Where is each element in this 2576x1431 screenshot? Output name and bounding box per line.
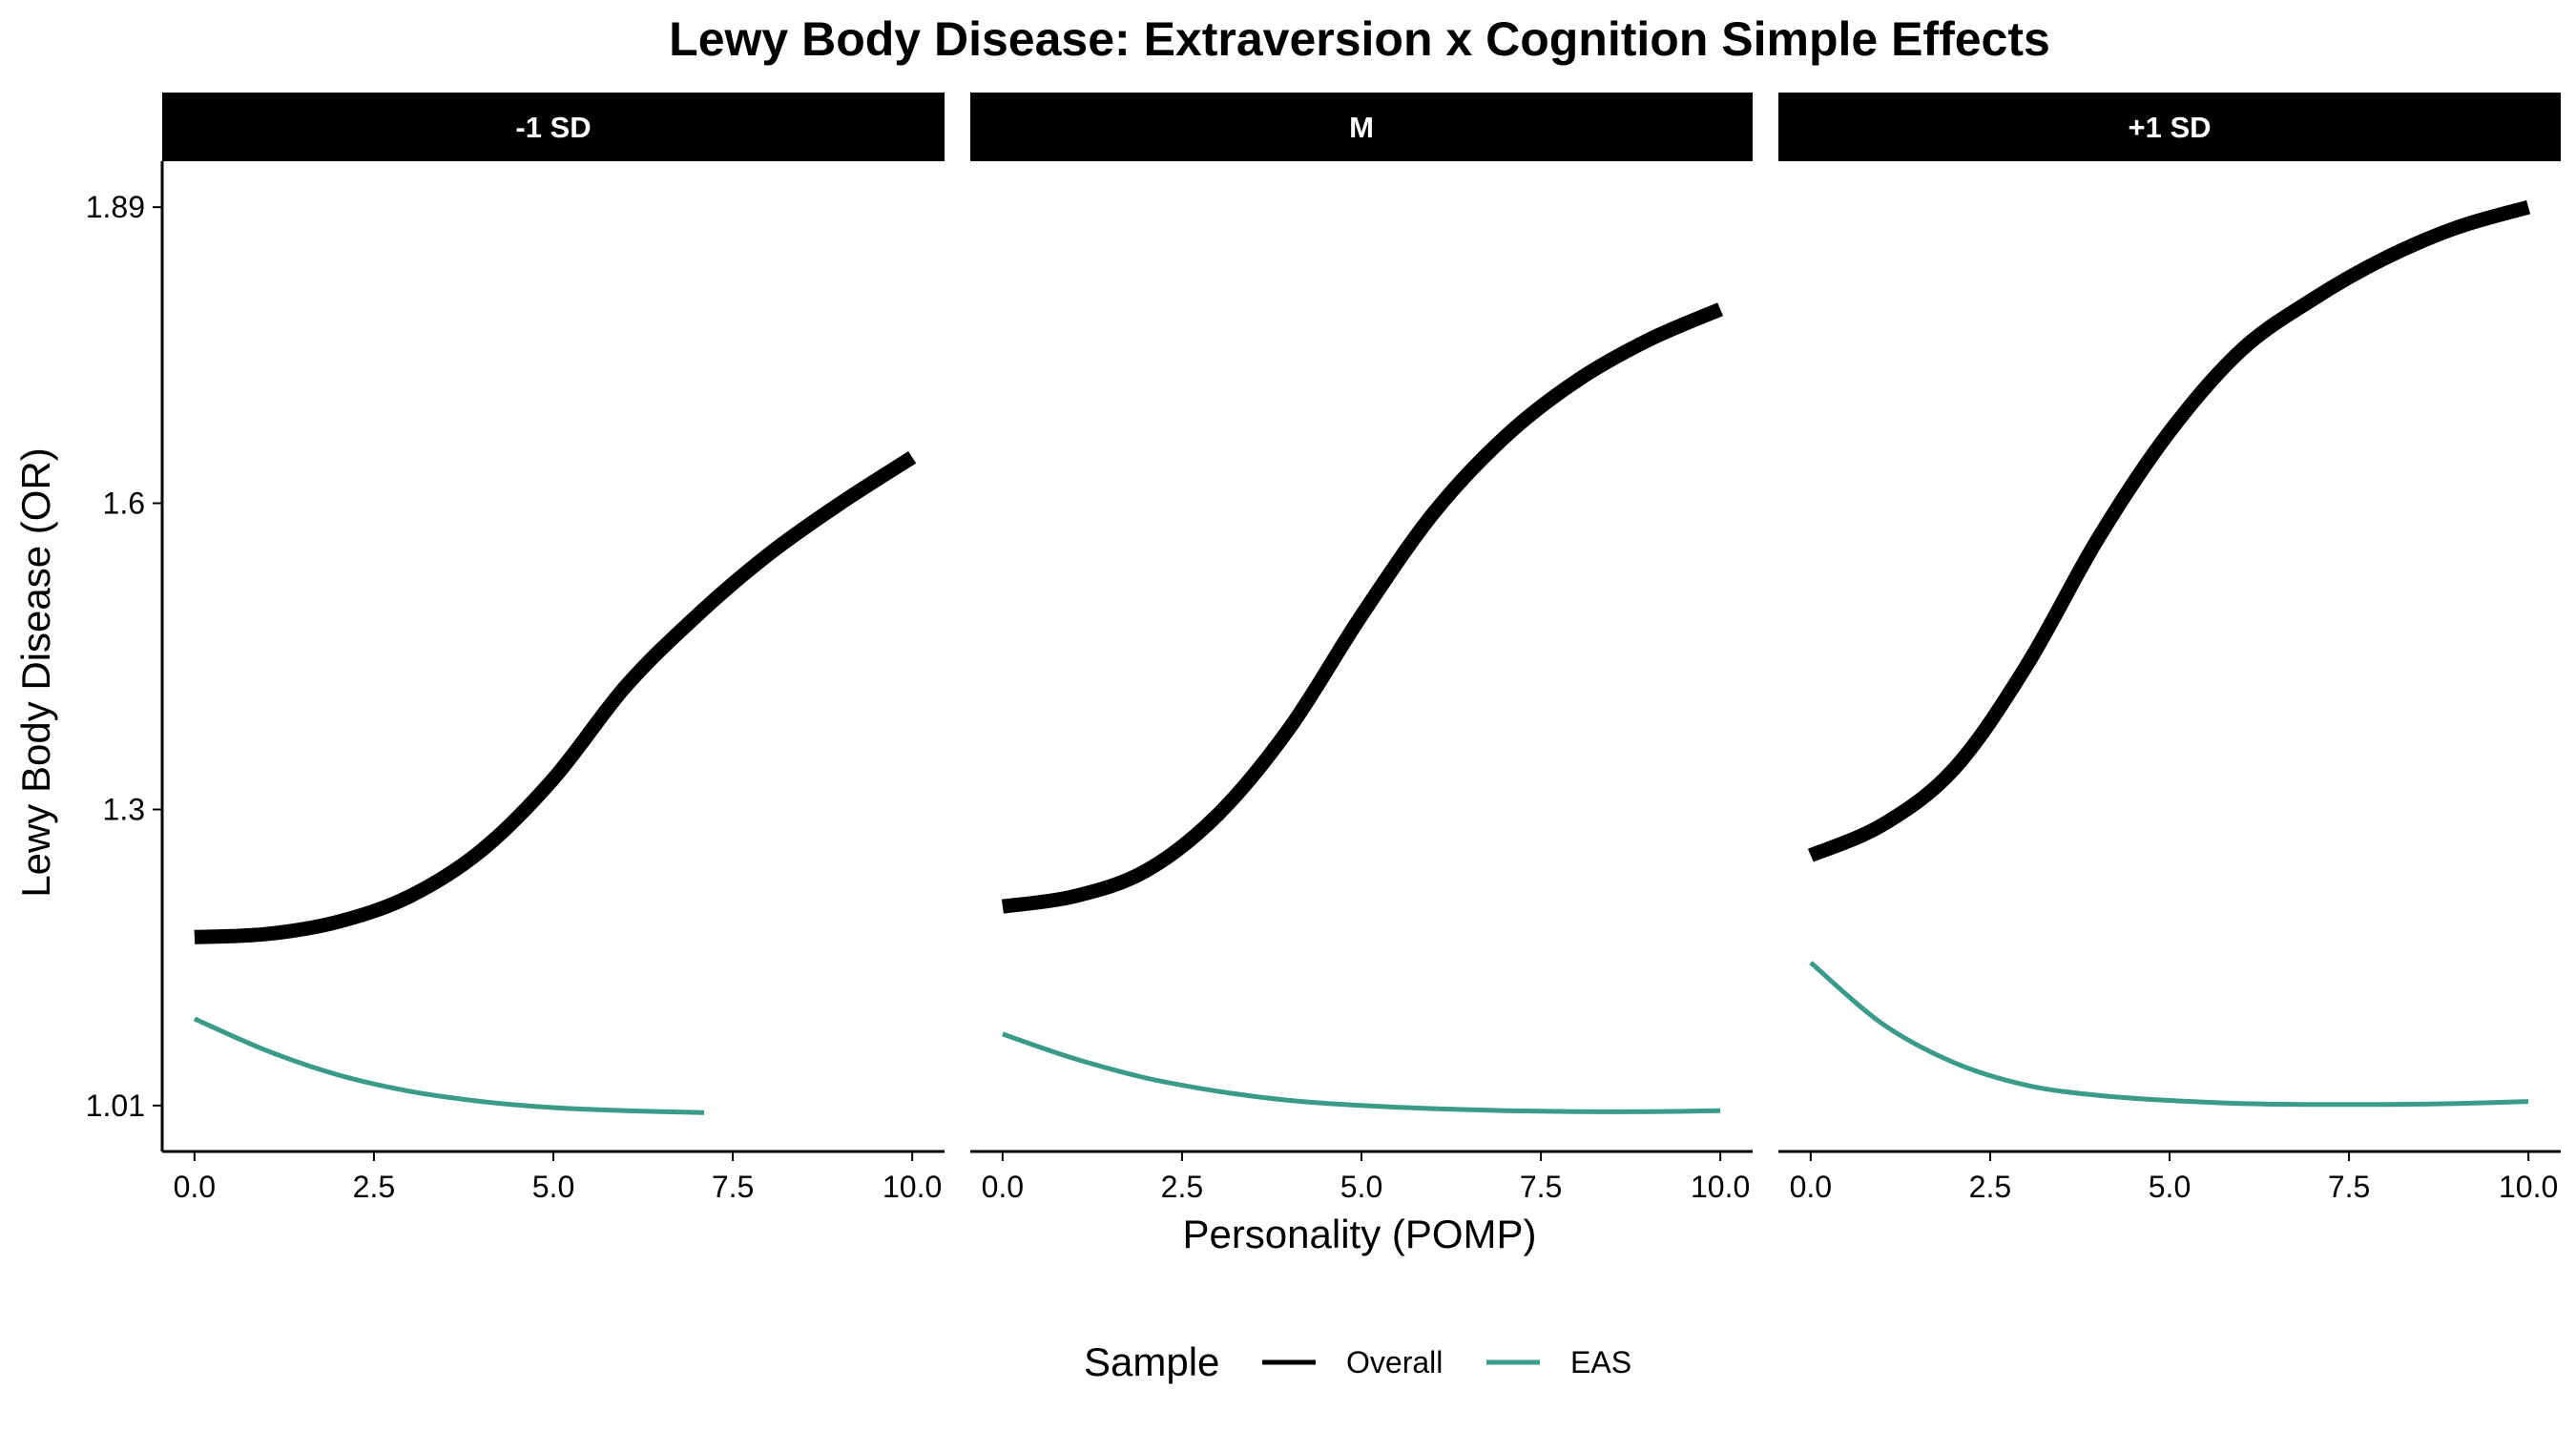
facet-panel: -1 SD 0.0 2.5 5.0 7.5 10.0 1.01 1.3 1.6 1.89 bbox=[86, 93, 945, 1204]
facet-strip-label: +1 SD bbox=[2128, 111, 2211, 144]
x-tick-label: 5.0 bbox=[2149, 1170, 2191, 1204]
x-tick-label: 10.0 bbox=[2499, 1170, 2558, 1204]
y-tick-label: 1.3 bbox=[103, 793, 145, 827]
y-tick-label: 1.01 bbox=[86, 1089, 145, 1123]
x-tick-label: 7.5 bbox=[1520, 1170, 1562, 1204]
x-axis-title: Personality (POMP) bbox=[1182, 1212, 1536, 1256]
x-tick-label: 2.5 bbox=[1161, 1170, 1203, 1204]
series-line-eas bbox=[1002, 1031, 1721, 1114]
x-tick-label: 5.0 bbox=[1340, 1170, 1382, 1204]
series-line-overall bbox=[194, 451, 917, 944]
facet-panels: -1 SD 0.0 2.5 5.0 7.5 10.0 1.01 1.3 1.6 1.89 M 0.0 2… bbox=[86, 93, 2561, 1204]
series-line-eas bbox=[1809, 961, 2529, 1108]
x-tick-label: 0.0 bbox=[982, 1170, 1024, 1204]
x-tick-label: 0.0 bbox=[174, 1170, 216, 1204]
facet-strip bbox=[162, 93, 945, 161]
x-tick-label: 7.5 bbox=[712, 1170, 754, 1204]
legend-title: Sample bbox=[1084, 1339, 1219, 1384]
facet-panel: +1 SD 0.0 2.5 5.0 7.5 10.0 bbox=[1778, 93, 2561, 1204]
legend-label-overall: Overall bbox=[1346, 1345, 1443, 1379]
x-tick-label: 2.5 bbox=[353, 1170, 395, 1204]
y-tick-label: 1.6 bbox=[103, 486, 145, 520]
legend-label-eas: EAS bbox=[1570, 1345, 1631, 1379]
series-line-eas bbox=[193, 1016, 705, 1115]
facet-strip bbox=[970, 93, 1753, 161]
x-tick-label: 0.0 bbox=[1790, 1170, 1832, 1204]
x-tick-label: 5.0 bbox=[532, 1170, 574, 1204]
x-tick-label: 2.5 bbox=[1969, 1170, 2011, 1204]
facet-strip-label: -1 SD bbox=[515, 111, 591, 144]
y-axis-title: Lewy Body Disease (OR) bbox=[13, 447, 58, 898]
y-tick-label: 1.89 bbox=[86, 190, 145, 224]
x-tick-label: 7.5 bbox=[2328, 1170, 2370, 1204]
x-tick-label: 10.0 bbox=[1691, 1170, 1750, 1204]
series-line-overall bbox=[1807, 199, 2531, 862]
x-tick-label: 10.0 bbox=[883, 1170, 942, 1204]
facet-strip bbox=[1778, 93, 2561, 161]
facet-strip-label: M bbox=[1349, 111, 1374, 144]
chart-title: Lewy Body Disease: Extraversion x Cognit… bbox=[669, 12, 2050, 66]
series-line-overall bbox=[1001, 302, 1724, 914]
legend: Sample Overall EAS bbox=[1084, 1339, 1631, 1384]
facet-panel: M 0.0 2.5 5.0 7.5 10.0 bbox=[970, 93, 1753, 1204]
